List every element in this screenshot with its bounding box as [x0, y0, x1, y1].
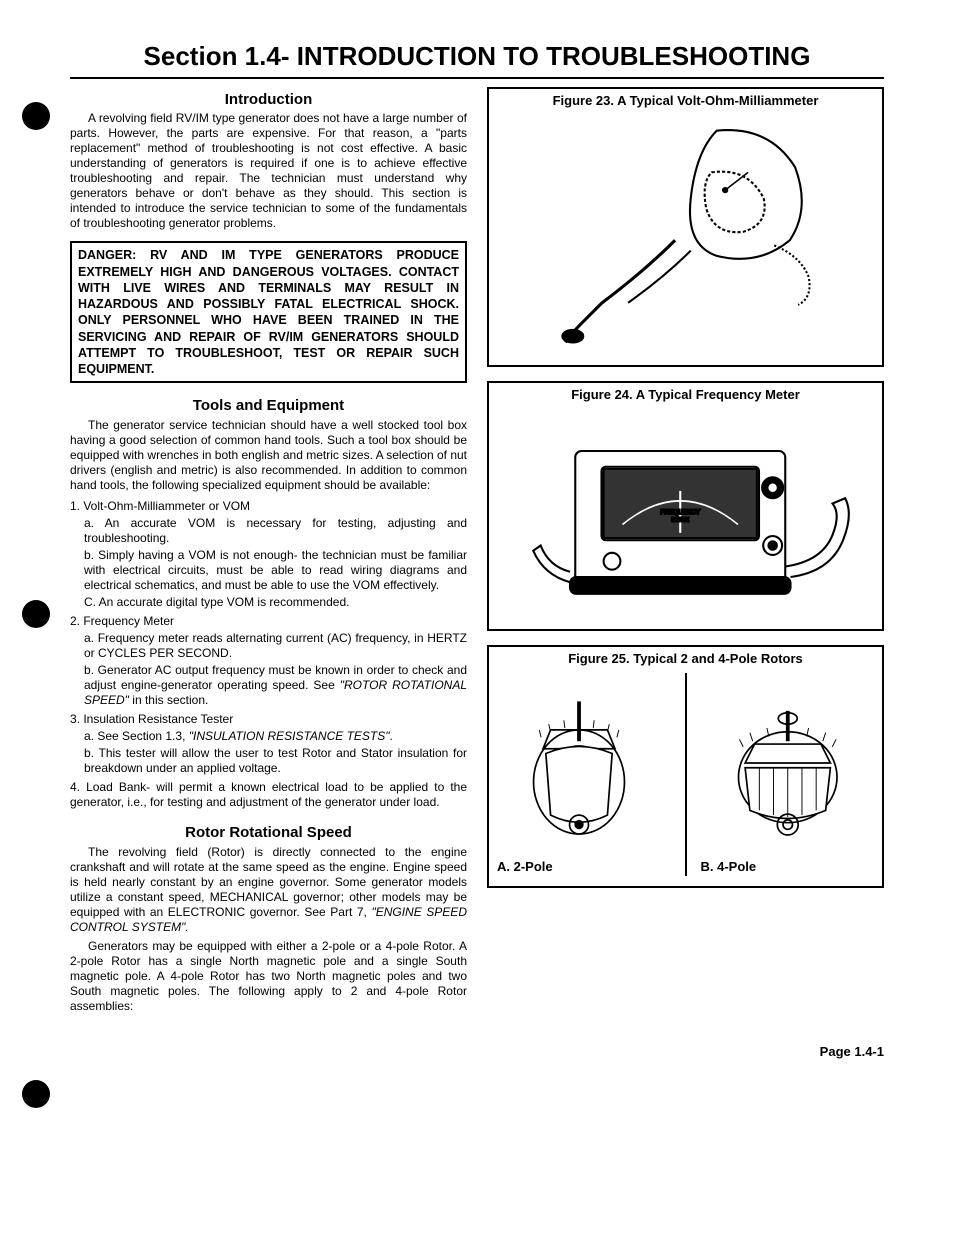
rotor-heading: Rotor Rotational Speed — [70, 824, 467, 843]
figure-24-image: FREQUENCY HERTZ — [497, 409, 874, 619]
figure-25b-label: B. 4-Pole — [701, 859, 875, 875]
figure-23-caption: Figure 23. A Typical Volt-Ohm-Milliammet… — [497, 93, 874, 109]
list-item-1: 1. Volt-Ohm-Milliammeter or VOM — [70, 499, 467, 514]
hole-punch-dot — [22, 1080, 50, 1108]
svg-text:HERTZ: HERTZ — [672, 517, 690, 523]
list-item-1b: b. Simply having a VOM is not enough- th… — [84, 548, 467, 593]
figure-23-image — [497, 115, 874, 355]
figure-25-divider — [685, 673, 687, 875]
figure-25-image: A. 2-Pole — [497, 673, 874, 875]
figure-24: Figure 24. A Typical Frequency Meter FRE… — [487, 381, 884, 631]
rotor-p1: The revolving field (Rotor) is directly … — [70, 845, 467, 935]
tools-list: 1. Volt-Ohm-Milliammeter or VOM a. An ac… — [70, 499, 467, 776]
list-item-2b: b. Generator AC output frequency must be… — [84, 663, 467, 708]
list-item-4: 4. Load Bank- will permit a known electr… — [70, 780, 467, 810]
hole-punch-dot — [22, 102, 50, 130]
tools-intro: The generator service technician should … — [70, 418, 467, 493]
list-item-2: 2. Frequency Meter — [70, 614, 467, 629]
list-item-3b: b. This tester will allow the user to te… — [84, 746, 467, 776]
figure-24-caption: Figure 24. A Typical Frequency Meter — [497, 387, 874, 403]
intro-body: A revolving field RV/IM type generator d… — [70, 111, 467, 231]
figure-25: Figure 25. Typical 2 and 4-Pole Rotors — [487, 645, 884, 888]
svg-text:FREQUENCY: FREQUENCY — [660, 509, 700, 516]
list-item-1c: C. An accurate digital type VOM is recom… — [84, 595, 467, 610]
figure-25a-label: A. 2-Pole — [497, 859, 671, 875]
list-item-2a: a. Frequency meter reads alternating cur… — [84, 631, 467, 661]
list-item-3a: a. See Section 1.3, "INSULATION RESISTAN… — [84, 729, 467, 744]
tools-heading: Tools and Equipment — [70, 397, 467, 416]
list-item-1a: a. An accurate VOM is necessary for test… — [84, 516, 467, 546]
right-column: Figure 23. A Typical Volt-Ohm-Milliammet… — [487, 87, 884, 1014]
rotor-p2: Generators may be equipped with either a… — [70, 939, 467, 1014]
intro-heading: Introduction — [70, 91, 467, 110]
page-number: Page 1.4-1 — [70, 1044, 884, 1060]
danger-box: DANGER: RV AND IM TYPE GENERATORS PRODUC… — [70, 241, 467, 383]
list-item-3: 3. Insulation Resistance Tester — [70, 712, 467, 727]
figure-25-caption: Figure 25. Typical 2 and 4-Pole Rotors — [497, 651, 874, 667]
hole-punch-dot — [22, 600, 50, 628]
figure-23: Figure 23. A Typical Volt-Ohm-Milliammet… — [487, 87, 884, 367]
left-column: Introduction A revolving field RV/IM typ… — [70, 87, 467, 1014]
section-title: Section 1.4- INTRODUCTION TO TROUBLESHOO… — [70, 40, 884, 79]
